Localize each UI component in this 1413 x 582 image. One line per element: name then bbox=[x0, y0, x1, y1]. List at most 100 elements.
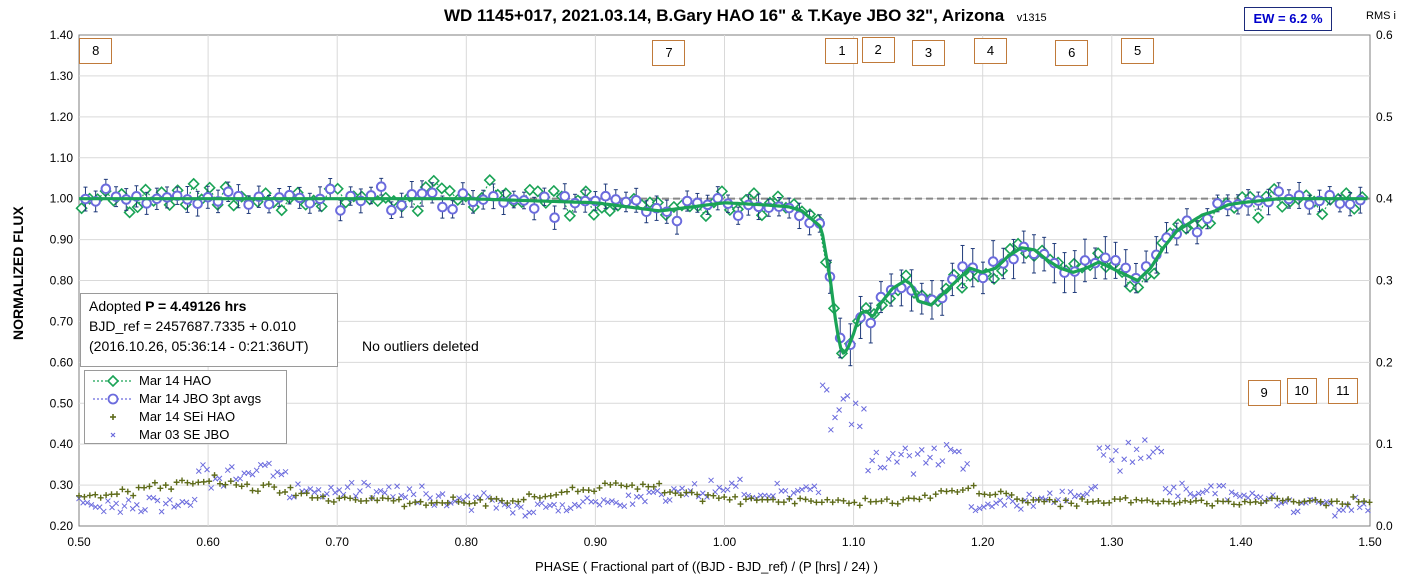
se-jbo-point bbox=[927, 454, 933, 461]
feature-label-9: 9 bbox=[1247, 379, 1281, 406]
se-jbo-point bbox=[794, 487, 801, 494]
se-jbo-point bbox=[1183, 486, 1190, 492]
jbo-point bbox=[447, 204, 458, 215]
sei-hao-point bbox=[233, 481, 240, 488]
sei-hao-point bbox=[1279, 497, 1286, 504]
se-jbo-point bbox=[435, 493, 442, 499]
se-jbo-point bbox=[1013, 502, 1020, 509]
sei-hao-point bbox=[607, 481, 614, 488]
y-tick-label: 1.30 bbox=[50, 69, 74, 83]
sei-hao-point bbox=[368, 495, 375, 502]
hao-point bbox=[747, 187, 761, 200]
jbo-point bbox=[1110, 255, 1121, 266]
sei-hao-point bbox=[753, 497, 760, 504]
sei-hao-point bbox=[791, 500, 798, 507]
sei-hao-point bbox=[726, 496, 733, 503]
se-jbo-point bbox=[770, 493, 776, 499]
se-jbo-point bbox=[1117, 468, 1123, 474]
se-jbo-point bbox=[1084, 490, 1090, 497]
se-jbo-point bbox=[381, 489, 388, 496]
sei-hao-point bbox=[179, 477, 186, 484]
version-text: v1315 bbox=[1016, 12, 1047, 24]
sei-hao-point bbox=[222, 481, 229, 488]
se-jbo-point bbox=[716, 484, 723, 491]
sei-hao-point bbox=[455, 498, 462, 505]
sei-hao-point bbox=[677, 492, 684, 499]
se-jbo-point bbox=[427, 495, 434, 501]
sei-hao-point bbox=[1003, 490, 1010, 497]
feature-label-5: 5 bbox=[1121, 37, 1155, 64]
se-jbo-point bbox=[894, 459, 900, 465]
sei-hao-point bbox=[488, 495, 495, 502]
sei-hao-point bbox=[303, 490, 310, 497]
jbo-point bbox=[865, 317, 877, 329]
se-jbo-point bbox=[1146, 454, 1152, 460]
se-jbo-point bbox=[1241, 492, 1247, 499]
sei-hao-point bbox=[450, 494, 457, 501]
se-jbo-point bbox=[588, 498, 595, 505]
sei-hao-point bbox=[623, 483, 630, 490]
sei-hao-point bbox=[238, 483, 245, 490]
sei-hao-point bbox=[162, 482, 169, 489]
sei-hao-point bbox=[1236, 501, 1243, 508]
legend-item-hao: Mar 14 HAO bbox=[85, 372, 286, 390]
se-jbo-point bbox=[956, 448, 962, 455]
sei-hao-point bbox=[764, 496, 771, 503]
sei-hao-point bbox=[1230, 501, 1237, 508]
sei-hao-point bbox=[146, 483, 153, 490]
hao-point bbox=[523, 183, 536, 196]
jbo-point bbox=[426, 187, 438, 199]
legend-item-se-jbo: Mar 03 SE JBO bbox=[85, 426, 286, 444]
se-jbo-point bbox=[336, 487, 343, 493]
sei-hao-point bbox=[542, 493, 549, 500]
sei-hao-point bbox=[742, 496, 749, 503]
sei-hao-point bbox=[1008, 491, 1015, 498]
se-jbo-point bbox=[1141, 437, 1148, 443]
y2-tick-label: 0.0 bbox=[1376, 519, 1393, 533]
y-tick-label: 1.20 bbox=[50, 110, 74, 124]
se-jbo-point bbox=[468, 507, 475, 514]
sei-hao-point bbox=[298, 490, 305, 497]
se-jbo-point bbox=[848, 421, 855, 428]
sei-hao-point bbox=[466, 500, 473, 507]
x-tick-label: 1.40 bbox=[1229, 535, 1253, 549]
jbo-point bbox=[681, 195, 693, 207]
sei-hao-point bbox=[265, 481, 272, 488]
sei-hao-point bbox=[314, 494, 321, 501]
jbo-point bbox=[1008, 253, 1019, 265]
sei-hao-point bbox=[1350, 493, 1357, 500]
se-jbo-point bbox=[216, 475, 223, 482]
jbo-point bbox=[1344, 198, 1356, 210]
sei-hao-point bbox=[173, 479, 180, 486]
legend-item-sei-hao: Mar 14 SEi HAO bbox=[85, 408, 286, 426]
sei-hao-point bbox=[254, 488, 261, 495]
se-jbo-point bbox=[282, 468, 289, 475]
sei-hao-point bbox=[1122, 494, 1129, 501]
x-tick-label: 0.80 bbox=[455, 535, 479, 549]
sei-hao-point bbox=[1187, 499, 1194, 506]
se-jbo-point bbox=[972, 507, 979, 514]
se-jbo-point bbox=[1175, 493, 1181, 500]
feature-label-10: 10 bbox=[1286, 377, 1317, 404]
sei-hao-point bbox=[1301, 498, 1308, 505]
chart-title: WD 1145+017, 2021.03.14, B.Gary HAO 16" … bbox=[444, 6, 1047, 26]
y-tick-label: 0.50 bbox=[50, 396, 74, 410]
sei-hao-point bbox=[780, 499, 787, 506]
sei-hao-point bbox=[260, 482, 267, 489]
se-jbo-point bbox=[262, 462, 268, 469]
jbo-point bbox=[1120, 262, 1132, 274]
se-jbo-point bbox=[596, 501, 603, 508]
sei-hao-point bbox=[319, 493, 326, 500]
hao-point bbox=[563, 209, 576, 222]
se-jbo-point bbox=[1108, 457, 1115, 463]
sei-hao-point bbox=[835, 497, 842, 504]
jbo-point bbox=[528, 203, 540, 214]
se-jbo-point bbox=[1158, 448, 1165, 455]
se-jbo-point bbox=[96, 504, 103, 510]
se-jbo-point bbox=[1133, 446, 1140, 453]
se-jbo-point bbox=[1046, 490, 1053, 496]
se-jbo-point bbox=[923, 459, 929, 466]
se-jbo-point bbox=[885, 456, 892, 462]
se-jbo-point bbox=[1237, 493, 1243, 500]
